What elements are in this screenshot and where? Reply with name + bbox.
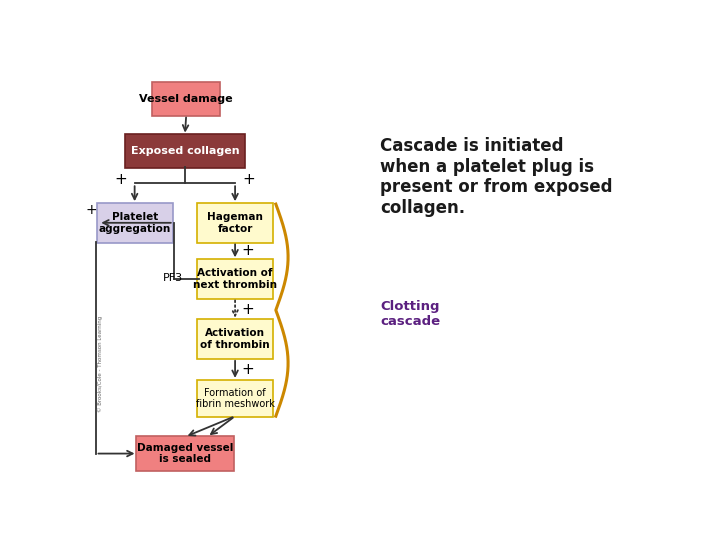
- Text: Formation of
fibrin meshwork: Formation of fibrin meshwork: [196, 388, 274, 409]
- FancyBboxPatch shape: [96, 203, 173, 243]
- Text: Vessel damage: Vessel damage: [140, 94, 233, 104]
- Text: +: +: [241, 362, 253, 377]
- FancyBboxPatch shape: [197, 380, 273, 417]
- Text: Exposed collagen: Exposed collagen: [130, 146, 239, 156]
- FancyBboxPatch shape: [153, 82, 220, 116]
- Text: +: +: [114, 172, 127, 187]
- Text: Hageman
factor: Hageman factor: [207, 212, 263, 234]
- Text: Damaged vessel
is sealed: Damaged vessel is sealed: [137, 443, 233, 464]
- FancyBboxPatch shape: [197, 319, 273, 359]
- Text: PF3: PF3: [163, 273, 183, 283]
- FancyBboxPatch shape: [136, 436, 234, 471]
- Text: +: +: [243, 172, 256, 187]
- Text: © Brooks/Cole - Thomson Learning: © Brooks/Cole - Thomson Learning: [97, 316, 103, 413]
- FancyBboxPatch shape: [125, 134, 245, 168]
- Text: +: +: [86, 204, 97, 217]
- Text: Activation
of thrombin: Activation of thrombin: [200, 328, 270, 350]
- Text: Platelet
aggregation: Platelet aggregation: [99, 212, 171, 234]
- Text: +: +: [241, 301, 253, 316]
- Text: Cascade is initiated
when a platelet plug is
present or from exposed
collagen.: Cascade is initiated when a platelet plu…: [380, 137, 613, 217]
- Text: +: +: [241, 244, 253, 258]
- Text: Clotting
cascade: Clotting cascade: [380, 300, 441, 328]
- FancyBboxPatch shape: [197, 259, 273, 299]
- FancyBboxPatch shape: [197, 203, 273, 243]
- Text: Activation of
next thrombin: Activation of next thrombin: [193, 268, 277, 290]
